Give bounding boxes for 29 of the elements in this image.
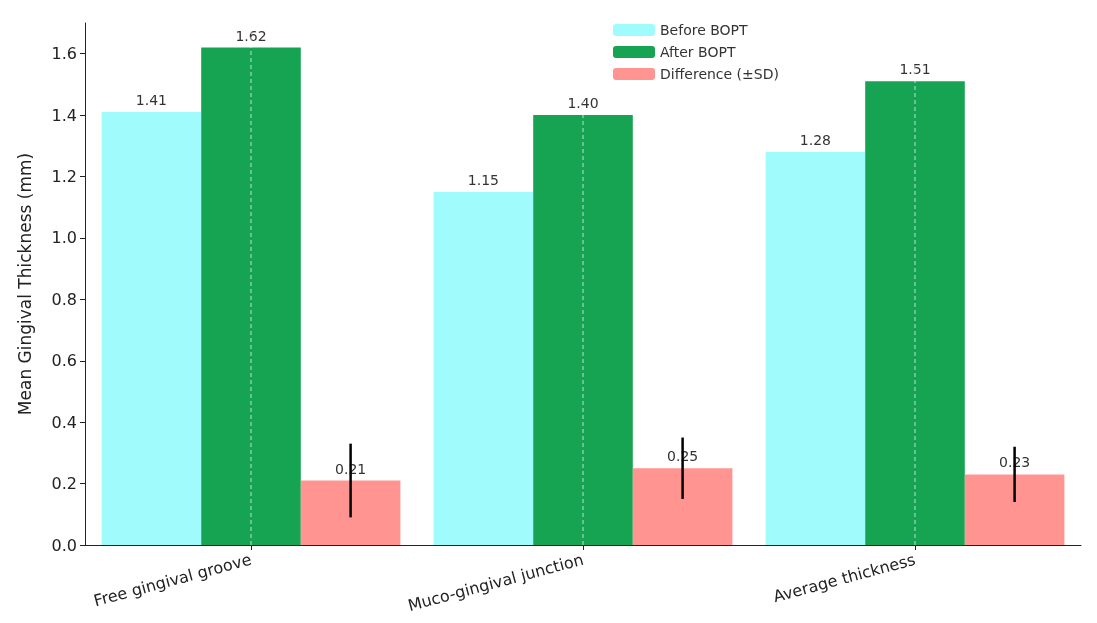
data-label: 1.15 bbox=[467, 171, 499, 188]
x-tick-label: Average thickness bbox=[771, 549, 918, 607]
y-axis-title: Mean Gingival Thickness (mm) bbox=[14, 152, 35, 416]
legend-label: Before BOPT bbox=[660, 22, 749, 38]
y-tick-label: 1.2 bbox=[51, 167, 77, 187]
bar bbox=[433, 191, 534, 545]
bar bbox=[632, 468, 733, 545]
legend-label: After BOPT bbox=[660, 44, 736, 60]
y-tick-label: 1.0 bbox=[51, 228, 77, 248]
legend-label: Difference (±SD) bbox=[660, 66, 779, 82]
bar bbox=[300, 480, 401, 545]
bar bbox=[765, 151, 866, 545]
y-tick-label: 1.6 bbox=[51, 44, 77, 64]
y-tick-label: 0.6 bbox=[51, 351, 77, 371]
data-label: 1.51 bbox=[899, 61, 931, 78]
bar bbox=[201, 47, 301, 545]
y-tick-label: 0.2 bbox=[51, 474, 77, 494]
bar bbox=[964, 474, 1065, 545]
y-tick-label: 0.8 bbox=[51, 289, 77, 309]
data-label: 1.62 bbox=[235, 27, 267, 44]
data-label: 1.41 bbox=[135, 92, 167, 109]
data-label: 1.40 bbox=[567, 95, 599, 112]
bar bbox=[865, 81, 965, 545]
data-label: 1.28 bbox=[799, 131, 831, 148]
bar bbox=[533, 115, 633, 545]
bar bbox=[101, 112, 202, 545]
y-tick-label: 0.0 bbox=[51, 535, 77, 555]
y-tick-label: 0.4 bbox=[51, 412, 77, 432]
y-tick-label: 1.4 bbox=[51, 105, 77, 125]
